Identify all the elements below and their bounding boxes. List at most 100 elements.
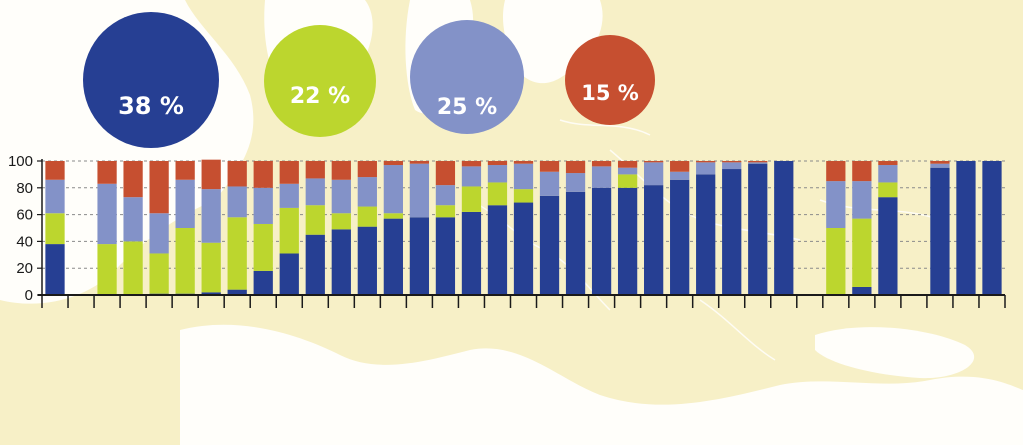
- bar-35-segment-1: [930, 167, 950, 295]
- bar-10-segment-1: [279, 253, 299, 295]
- bar-32-segment-1: [852, 286, 872, 295]
- bar-20-segment-1: [539, 195, 560, 295]
- bar-23-segment-1: [617, 187, 638, 295]
- bar-10-segment-4: [279, 161, 299, 184]
- bar-19-segment-4: [513, 161, 534, 164]
- bar-10-segment-3: [279, 183, 299, 208]
- bar-24-segment-4: [644, 161, 664, 163]
- bar-13-segment-1: [357, 226, 377, 295]
- bar-16-segment-2: [435, 205, 456, 218]
- summary-bubble-4: [565, 35, 655, 125]
- bar-21-segment-3: [565, 173, 586, 192]
- bar-32-segment-4: [852, 161, 872, 182]
- bar-27-segment-1: [722, 169, 742, 295]
- bar-7-segment-3: [201, 189, 221, 243]
- bar-14-segment-3: [383, 165, 403, 214]
- bar-31-segment-4: [826, 161, 846, 182]
- summary-bubble-3: [410, 20, 524, 134]
- bar-6-segment-2: [175, 228, 195, 294]
- bar-18-segment-2: [487, 182, 508, 206]
- bar-12-segment-3: [331, 179, 351, 214]
- bar-14-segment-4: [383, 161, 403, 166]
- bar-1-segment-2: [45, 213, 65, 245]
- bar-20-segment-3: [539, 171, 560, 196]
- bar-29-segment-1: [774, 161, 794, 295]
- bar-35-segment-3: [930, 163, 950, 168]
- bar-9-segment-4: [253, 161, 273, 188]
- bar-4-segment-2: [123, 241, 143, 295]
- bar-32-segment-2: [852, 218, 872, 287]
- summary-bubbles: 38 % 22 % 25 % 15 %: [83, 12, 655, 148]
- bar-33-segment-2: [878, 182, 898, 198]
- bar-16-segment-3: [435, 185, 456, 206]
- bar-33-segment-1: [878, 197, 898, 295]
- bar-16-segment-4: [435, 161, 456, 186]
- bar-27-segment-3: [722, 162, 742, 170]
- bar-12-segment-2: [331, 213, 351, 230]
- bar-14-segment-1: [383, 218, 403, 295]
- bar-15-segment-3: [409, 163, 430, 218]
- map-border-line: [699, 299, 776, 361]
- bar-22-segment-1: [591, 187, 612, 295]
- bar-17-segment-1: [461, 211, 482, 295]
- bar-22-segment-3: [591, 166, 612, 188]
- bar-12-segment-4: [331, 161, 351, 180]
- bar-26-segment-4: [696, 161, 716, 163]
- bar-35-segment-4: [930, 161, 950, 164]
- bar-1-segment-1: [45, 244, 65, 295]
- bar-11-segment-1: [305, 234, 325, 295]
- bar-15-segment-4: [409, 161, 430, 164]
- y-tick-label-100: 100: [8, 153, 33, 170]
- map-sea-shape: [815, 327, 975, 379]
- summary-bubble-1: [83, 12, 219, 148]
- bar-3-segment-4: [97, 161, 117, 184]
- bar-11-segment-3: [305, 178, 325, 206]
- bar-7-segment-1: [201, 292, 221, 295]
- bar-6-segment-4: [175, 161, 195, 180]
- bar-1-segment-4: [45, 161, 65, 180]
- y-tick-label-20: 20: [16, 260, 33, 277]
- bar-19-segment-3: [513, 163, 534, 190]
- bar-28-segment-1: [748, 163, 768, 295]
- bar-16-segment-1: [435, 217, 456, 295]
- bar-31-segment-3: [826, 181, 846, 228]
- bar-19-segment-1: [513, 202, 534, 295]
- bar-8-segment-1: [227, 289, 247, 295]
- bar-1-segment-3: [45, 179, 65, 214]
- bar-27-segment-4: [722, 161, 742, 163]
- bar-26-segment-3: [696, 162, 716, 175]
- bar-9-segment-1: [253, 270, 273, 295]
- bar-6-segment-3: [175, 179, 195, 228]
- bar-15-segment-1: [409, 217, 430, 295]
- bar-13-segment-4: [357, 161, 377, 178]
- bar-25-segment-4: [670, 161, 690, 172]
- bar-8-segment-3: [227, 186, 247, 218]
- bar-4-segment-3: [123, 197, 143, 242]
- bar-24-segment-1: [644, 185, 664, 295]
- bar-32-segment-3: [852, 181, 872, 219]
- bar-18-segment-1: [487, 205, 508, 295]
- bar-28-segment-3: [748, 162, 768, 164]
- bar-8-segment-4: [227, 161, 247, 187]
- bar-23-segment-4: [617, 161, 638, 168]
- bar-3-segment-3: [97, 183, 117, 245]
- bar-25-segment-1: [670, 179, 690, 295]
- bar-22-segment-4: [591, 161, 612, 167]
- bar-9-segment-2: [253, 223, 273, 271]
- bar-7-segment-2: [201, 242, 221, 293]
- bar-26-segment-1: [696, 174, 716, 295]
- bar-21-segment-4: [565, 161, 586, 174]
- bar-19-segment-2: [513, 189, 534, 203]
- bar-9-segment-3: [253, 187, 273, 224]
- bar-24-segment-3: [644, 162, 664, 186]
- bar-8-segment-2: [227, 217, 247, 290]
- bar-11-segment-2: [305, 205, 325, 235]
- bar-10-segment-2: [279, 207, 299, 254]
- bar-13-segment-2: [357, 206, 377, 227]
- bar-14-segment-2: [383, 213, 403, 219]
- bars: [45, 159, 1002, 295]
- bar-23-segment-2: [617, 174, 638, 188]
- bar-17-segment-4: [461, 161, 482, 167]
- bar-23-segment-3: [617, 167, 638, 175]
